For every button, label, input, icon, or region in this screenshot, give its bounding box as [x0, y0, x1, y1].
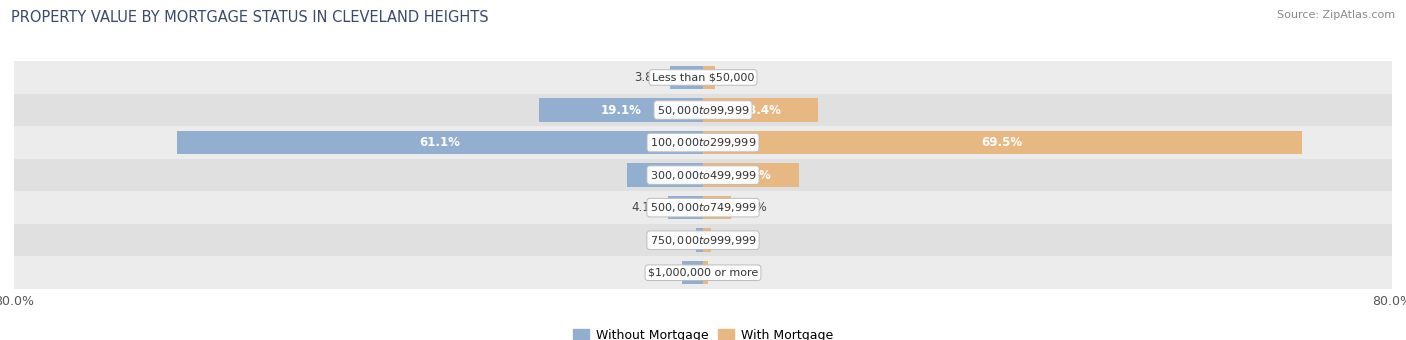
- Text: 1.4%: 1.4%: [721, 71, 752, 84]
- Text: 13.4%: 13.4%: [741, 103, 782, 117]
- Bar: [703, 261, 707, 285]
- Text: 8.8%: 8.8%: [648, 169, 682, 182]
- Bar: [14, 159, 1392, 191]
- Text: $1,000,000 or more: $1,000,000 or more: [648, 268, 758, 278]
- Text: Source: ZipAtlas.com: Source: ZipAtlas.com: [1277, 10, 1395, 20]
- Text: 69.5%: 69.5%: [981, 136, 1022, 149]
- Bar: [538, 98, 703, 122]
- Bar: [703, 228, 710, 252]
- Text: $100,000 to $299,999: $100,000 to $299,999: [650, 136, 756, 149]
- Bar: [696, 228, 703, 252]
- Bar: [671, 66, 703, 89]
- Bar: [14, 61, 1392, 94]
- Bar: [14, 224, 1392, 256]
- Bar: [703, 98, 818, 122]
- Bar: [682, 261, 703, 285]
- Text: $750,000 to $999,999: $750,000 to $999,999: [650, 234, 756, 247]
- Text: 0.89%: 0.89%: [717, 234, 755, 247]
- Text: $300,000 to $499,999: $300,000 to $499,999: [650, 169, 756, 182]
- Bar: [14, 256, 1392, 289]
- Text: 0.78%: 0.78%: [652, 234, 689, 247]
- Text: 11.1%: 11.1%: [731, 169, 770, 182]
- Bar: [703, 164, 799, 187]
- Bar: [14, 126, 1392, 159]
- Text: 2.4%: 2.4%: [645, 266, 675, 279]
- Bar: [14, 94, 1392, 126]
- Bar: [703, 196, 731, 219]
- Bar: [703, 131, 1302, 154]
- Text: PROPERTY VALUE BY MORTGAGE STATUS IN CLEVELAND HEIGHTS: PROPERTY VALUE BY MORTGAGE STATUS IN CLE…: [11, 10, 489, 25]
- Text: 19.1%: 19.1%: [600, 103, 641, 117]
- Bar: [14, 191, 1392, 224]
- Bar: [627, 164, 703, 187]
- Text: 3.8%: 3.8%: [634, 71, 664, 84]
- Text: 3.2%: 3.2%: [738, 201, 768, 214]
- Bar: [703, 66, 716, 89]
- Bar: [668, 196, 703, 219]
- Text: Less than $50,000: Less than $50,000: [652, 72, 754, 83]
- Bar: [177, 131, 703, 154]
- Text: 0.57%: 0.57%: [714, 266, 752, 279]
- Text: 61.1%: 61.1%: [419, 136, 460, 149]
- Text: $500,000 to $749,999: $500,000 to $749,999: [650, 201, 756, 214]
- Legend: Without Mortgage, With Mortgage: Without Mortgage, With Mortgage: [568, 324, 838, 340]
- Text: $50,000 to $99,999: $50,000 to $99,999: [657, 103, 749, 117]
- Text: 4.1%: 4.1%: [631, 201, 661, 214]
